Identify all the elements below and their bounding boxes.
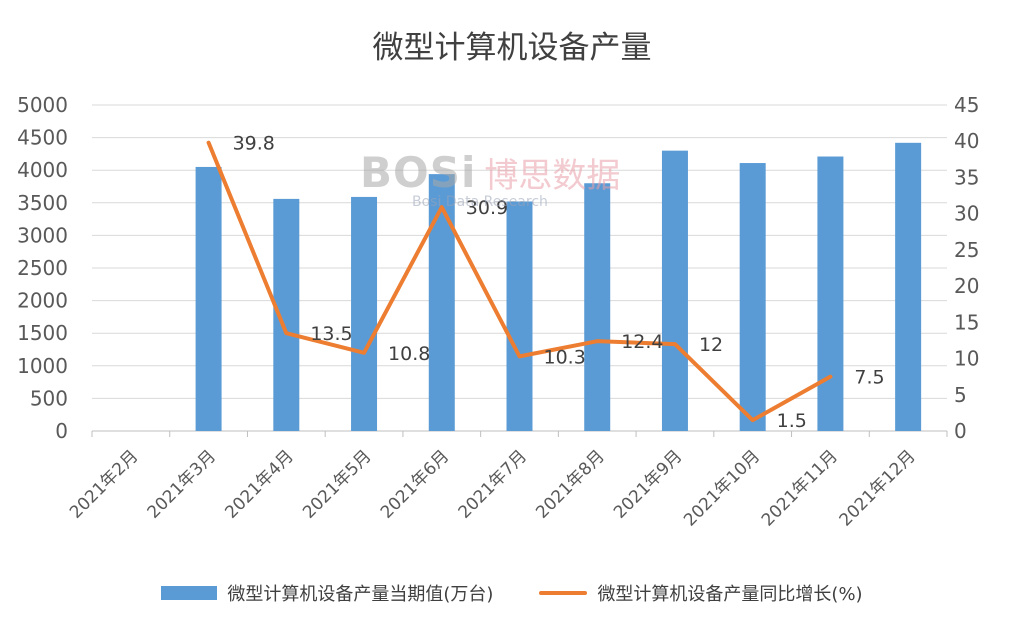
line-data-label: 39.8 [233, 133, 275, 155]
x-category-label: 2021年8月 [532, 446, 608, 522]
y-left-tick-label: 1500 [17, 321, 68, 345]
y-left-tick-label: 4000 [17, 158, 68, 182]
x-category-label: 2021年7月 [455, 446, 531, 522]
line-series: 39.8 13.5 10.8 30.9 10.3 12.4 12 1.5 7.5 [206, 133, 885, 432]
y-left-tick-label: 4500 [17, 126, 68, 150]
legend-bar-swatch [161, 586, 218, 600]
bar [506, 201, 533, 431]
bar [817, 156, 844, 431]
x-category-label: 2021年6月 [377, 446, 453, 522]
chart-title: 微型计算机设备产量 [372, 30, 652, 66]
y-right-tick-label: 15 [954, 310, 979, 334]
line-data-label: 12 [699, 334, 723, 356]
bar [428, 174, 455, 431]
legend-line-label: 微型计算机设备产量同比增长(%) [597, 584, 863, 605]
y-right-tick-label: 20 [954, 274, 979, 298]
bar [895, 142, 922, 432]
growth-line [206, 140, 833, 423]
y-right-tick-label: 0 [954, 419, 967, 443]
legend-line-swatch [539, 591, 588, 595]
legend-item-bar: 微型计算机设备产量当期值(万台) [161, 580, 493, 606]
bar [584, 183, 611, 431]
line-data-label: 10.8 [388, 343, 430, 365]
y-left-tick-label: 0 [55, 419, 68, 443]
line-data-label: 13.5 [310, 323, 352, 345]
x-category-label: 2021年2月 [66, 446, 142, 522]
y-right-tick-label: 35 [954, 165, 979, 189]
line-data-label: 7.5 [854, 367, 884, 389]
y-left-tick-label: 500 [30, 386, 68, 410]
x-category-label: 2021年12月 [836, 446, 920, 530]
y-right-tick-label: 25 [954, 238, 979, 262]
x-category-label: 2021年9月 [610, 446, 686, 522]
bar [661, 150, 688, 431]
y-right-tick-label: 30 [954, 202, 979, 226]
y-right-tick-label: 10 [954, 347, 979, 371]
y-right-tick-label: 5 [954, 383, 967, 407]
line-data-label: 12.4 [621, 331, 663, 353]
x-category-label: 2021年10月 [680, 446, 764, 530]
legend: 微型计算机设备产量当期值(万台) 微型计算机设备产量同比增长(%) [0, 580, 1024, 606]
y-right-tick-label: 45 [954, 93, 979, 117]
legend-bar-label: 微型计算机设备产量当期值(万台) [227, 584, 494, 605]
bar [739, 163, 766, 431]
y-left-tick-label: 1000 [17, 354, 68, 378]
bar [195, 166, 222, 431]
y-left-tick-label: 5000 [17, 93, 68, 117]
legend-item-line: 微型计算机设备产量同比增长(%) [539, 580, 863, 606]
y-left-tick-label: 3000 [17, 223, 68, 247]
y-left-tick-label: 3500 [17, 191, 68, 215]
y-right-tick-label: 40 [954, 129, 979, 153]
bar [351, 196, 378, 431]
line-data-label: 30.9 [466, 197, 508, 219]
line-data-label: 10.3 [544, 346, 586, 368]
line-data-label: 1.5 [777, 410, 807, 432]
y-left-tick-label: 2000 [17, 289, 68, 313]
y-left-tick-label: 2500 [17, 256, 68, 280]
x-category-label: 2021年3月 [144, 446, 220, 522]
x-category-label: 2021年5月 [299, 446, 375, 522]
x-category-label: 2021年4月 [221, 446, 297, 522]
x-category-label: 2021年11月 [758, 446, 842, 530]
